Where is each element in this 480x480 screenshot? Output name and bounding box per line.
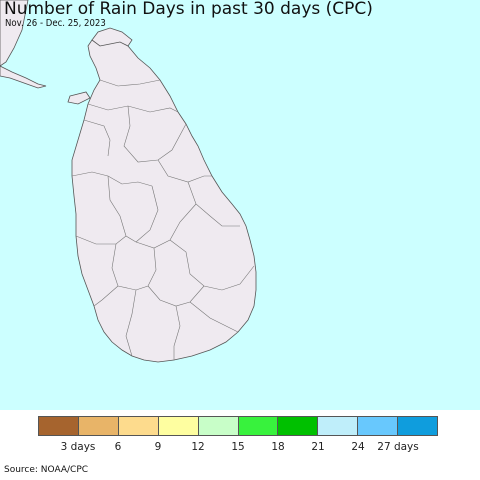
source-credit: Source: NOAA/CPC bbox=[4, 465, 89, 475]
legend-swatch bbox=[278, 417, 319, 435]
map-title: Number of Rain Days in past 30 days (CPC… bbox=[4, 0, 373, 19]
india-coastline bbox=[0, 0, 29, 67]
legend-swatch bbox=[158, 417, 199, 435]
legend-swatch bbox=[39, 417, 79, 435]
legend-tick-label: 21 bbox=[311, 441, 325, 453]
legend-tick-label: 18 bbox=[271, 441, 285, 453]
map-subtitle: Nov. 26 - Dec. 25, 2023 bbox=[5, 18, 106, 29]
legend-tick-label: 27 days bbox=[377, 441, 419, 453]
color-legend bbox=[38, 416, 438, 436]
district-boundaries bbox=[71, 79, 255, 360]
legend-tick-label: 24 bbox=[351, 441, 365, 453]
legend-swatch bbox=[398, 417, 438, 435]
legend-swatch bbox=[198, 417, 239, 435]
mannar-island bbox=[67, 91, 91, 105]
legend-swatch bbox=[118, 417, 159, 435]
legend-swatch bbox=[358, 417, 399, 435]
legend-tick-label: 9 bbox=[154, 441, 162, 453]
legend-tick-label: 15 bbox=[231, 441, 245, 453]
legend-tick-label: 6 bbox=[114, 441, 122, 453]
jaffna-peninsula bbox=[91, 27, 133, 47]
map-area: Number of Rain Days in past 30 days (CPC… bbox=[0, 0, 480, 410]
legend-swatch bbox=[78, 417, 119, 435]
legend-tick-label: 12 bbox=[191, 441, 205, 453]
legend-swatch bbox=[318, 417, 359, 435]
ocean-area bbox=[0, 0, 480, 410]
map-svg bbox=[0, 0, 480, 410]
india-spit bbox=[0, 65, 47, 89]
legend-tick-label: 3 days bbox=[60, 441, 96, 453]
legend-swatch bbox=[238, 417, 279, 435]
